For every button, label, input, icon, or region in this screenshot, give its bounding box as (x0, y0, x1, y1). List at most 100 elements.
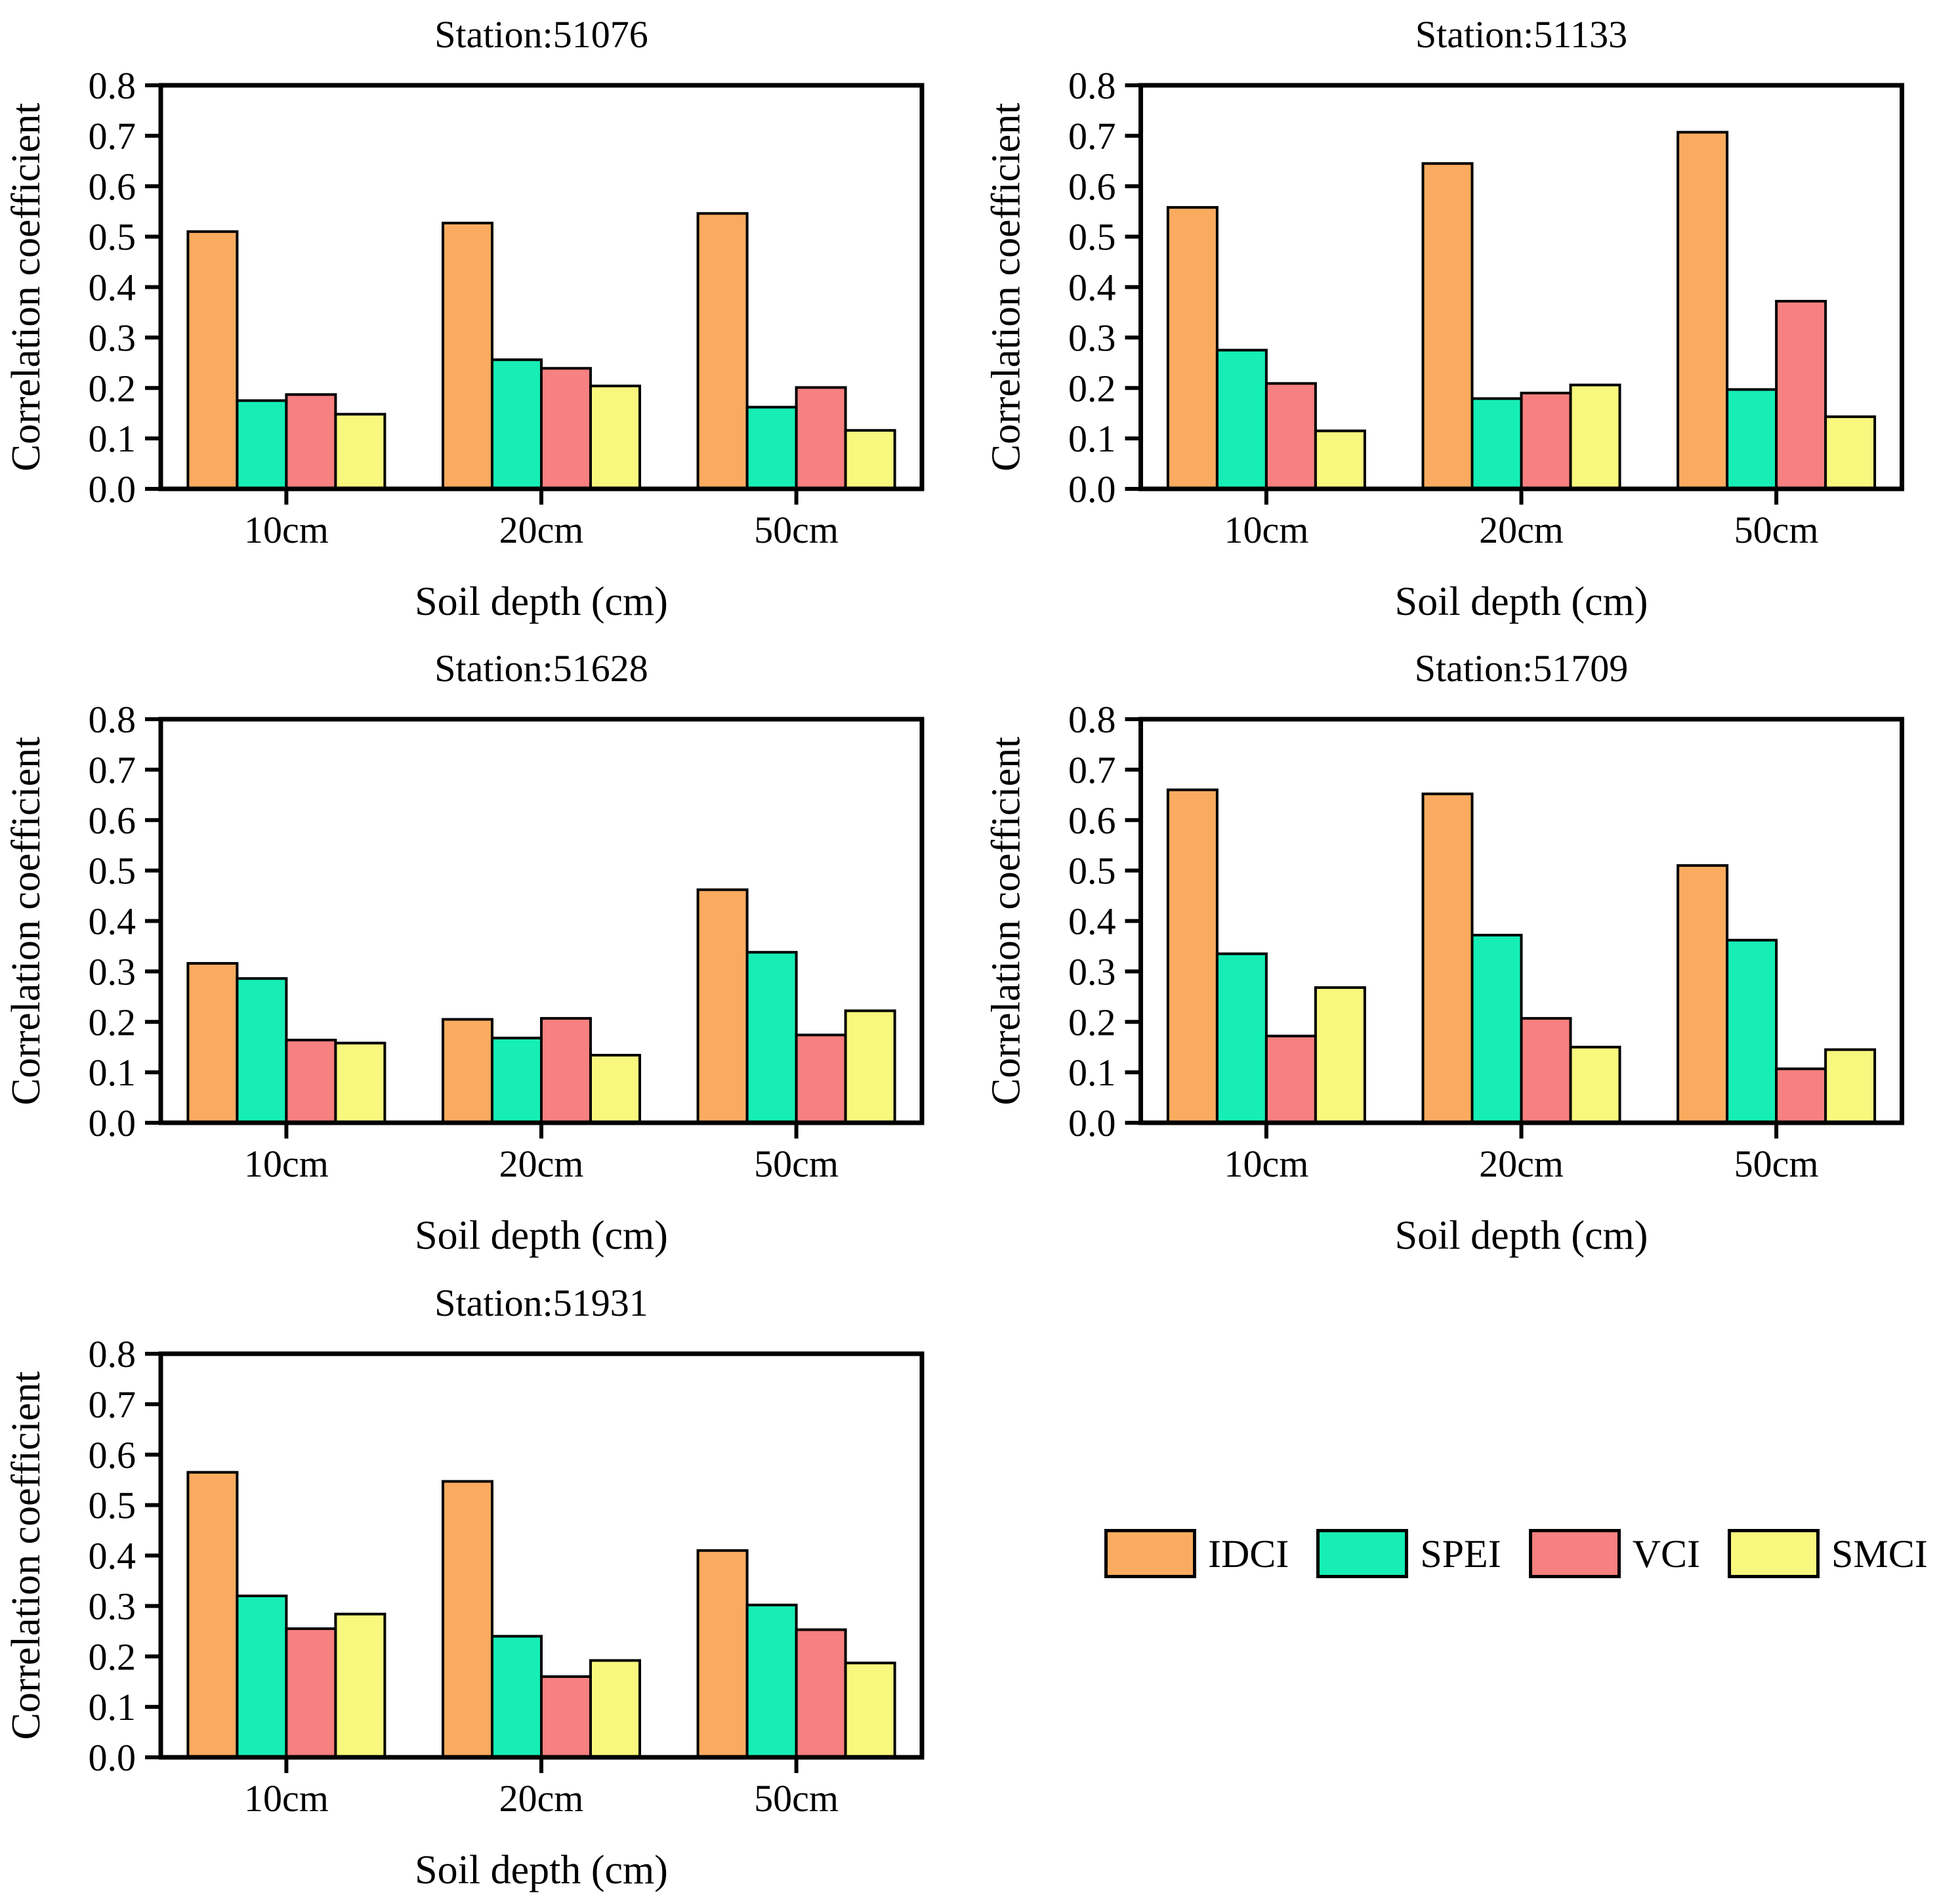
y-tick-label: 0.8 (89, 698, 136, 741)
y-tick-label: 0.6 (89, 165, 136, 208)
bar-spei-10cm (1215, 952, 1268, 1124)
bar-spei-10cm (1215, 348, 1268, 490)
legend-label-spei: SPEI (1420, 1532, 1501, 1576)
y-tick-label: 0.8 (89, 64, 136, 107)
bar-spei-20cm (491, 1036, 543, 1124)
y-tick-label: 0.1 (89, 1051, 136, 1094)
x-axis-label: Soil depth (cm) (1395, 579, 1648, 624)
bar-vci-50cm (1775, 1067, 1827, 1125)
y-tick-label: 0.3 (89, 1585, 136, 1627)
bar-smci-50cm (844, 1662, 896, 1759)
legend-cell: IDCI SPEI VCI SMCI (980, 1268, 1960, 1903)
bar-spei-50cm (745, 951, 798, 1124)
y-tick-label: 0.5 (89, 1484, 136, 1527)
bar-idci-20cm (1421, 792, 1474, 1124)
y-axis-label: Correlation coefficient (984, 737, 1029, 1106)
y-tick-label: 0.7 (1068, 115, 1116, 157)
bar-smci-10cm (334, 1612, 386, 1759)
y-tick-label: 0.4 (89, 900, 136, 943)
bar-idci-50cm (1677, 864, 1729, 1124)
subplot-station-51628: 0.0 0.1 0.2 0.3 0.4 0.5 0.6 0.7 0.8 10cm 20cm 50cm S… (0, 634, 980, 1268)
bar-vci-50cm (795, 1034, 847, 1124)
y-tick-label: 0.2 (89, 1635, 136, 1678)
chart-title: Station:51931 (434, 1282, 648, 1324)
bar-smci-20cm (589, 1053, 641, 1124)
bar-smci-20cm (1569, 383, 1621, 491)
bar-idci-20cm (442, 1480, 493, 1759)
bar-smci-20cm (589, 1659, 641, 1759)
bar-vci-20cm (540, 1675, 592, 1759)
bar-spei-10cm (236, 977, 288, 1125)
x-tick-label: 20cm (1479, 509, 1564, 551)
bar-smci-50cm (1824, 1048, 1877, 1124)
bar-vci-10cm (1264, 382, 1317, 490)
x-tick-label: 50cm (754, 1777, 839, 1820)
bar-spei-20cm (491, 1635, 543, 1759)
plot-frame (158, 1351, 925, 1760)
plot-frame (1138, 717, 1904, 1125)
plot-frame (1138, 83, 1904, 491)
legend-label-smci: SMCI (1831, 1532, 1928, 1576)
bar-idci-50cm (1677, 131, 1729, 490)
legend-entry-idci: IDCI (1104, 1529, 1289, 1578)
legend-entry-spei: SPEI (1316, 1529, 1501, 1578)
bar-chart-station-51709: 0.0 0.1 0.2 0.3 0.4 0.5 0.6 0.7 0.8 10cm 20cm 50cm S… (984, 647, 1904, 1258)
y-tick-label: 0.6 (89, 1434, 136, 1476)
bar-smci-10cm (1314, 986, 1366, 1124)
legend-swatch-smci (1728, 1529, 1820, 1578)
y-tick-label: 0.6 (1068, 799, 1116, 842)
x-tick-label: 50cm (754, 1142, 839, 1185)
legend-entry-vci: VCI (1528, 1529, 1700, 1578)
bar-smci-50cm (844, 429, 896, 491)
y-tick-label: 0.5 (89, 216, 136, 259)
plot-frame (158, 83, 925, 491)
bar-vci-10cm (285, 393, 337, 491)
y-axis-label: Correlation coefficient (4, 103, 49, 472)
y-tick-label: 0.8 (89, 1333, 136, 1375)
bar-idci-20cm (1421, 162, 1474, 490)
x-tick-label: 50cm (1734, 509, 1819, 551)
y-tick-label: 0.4 (1068, 900, 1116, 943)
bar-spei-10cm (236, 399, 288, 490)
bar-spei-50cm (1726, 388, 1778, 491)
bar-spei-20cm (1470, 934, 1523, 1124)
y-tick-label: 0.2 (1068, 367, 1116, 409)
y-tick-label: 0.6 (1068, 165, 1116, 208)
y-tick-label: 0.2 (89, 1001, 136, 1043)
bar-chart-station-51076: 0.0 0.1 0.2 0.3 0.4 0.5 0.6 0.7 0.8 10cm 20cm 50cm S… (4, 13, 925, 624)
bar-vci-50cm (795, 386, 847, 491)
y-tick-label: 0.7 (89, 115, 136, 157)
y-tick-label: 0.0 (1068, 468, 1116, 511)
bar-chart-station-51133: 0.0 0.1 0.2 0.3 0.4 0.5 0.6 0.7 0.8 10cm 20cm 50cm S… (984, 13, 1904, 624)
y-tick-label: 0.4 (89, 1535, 136, 1578)
bar-smci-10cm (334, 1041, 386, 1124)
bar-smci-50cm (1824, 415, 1877, 490)
bar-smci-10cm (334, 413, 386, 490)
y-tick-label: 0.3 (89, 316, 136, 359)
bar-idci-10cm (1166, 788, 1219, 1124)
bar-vci-10cm (285, 1038, 337, 1124)
bar-smci-20cm (1569, 1045, 1621, 1124)
bar-idci-50cm (696, 212, 749, 490)
x-axis-label: Soil depth (cm) (415, 579, 668, 624)
bar-idci-10cm (186, 1471, 239, 1759)
bar-chart-station-51628: 0.0 0.1 0.2 0.3 0.4 0.5 0.6 0.7 0.8 10cm 20cm 50cm S… (4, 647, 925, 1258)
x-tick-label: 10cm (244, 509, 329, 551)
bar-smci-50cm (844, 1009, 896, 1125)
bar-idci-10cm (1166, 206, 1219, 490)
y-axis-label: Correlation coefficient (984, 103, 1029, 472)
y-tick-label: 0.0 (89, 468, 136, 511)
bar-spei-50cm (745, 1603, 798, 1759)
x-tick-label: 10cm (244, 1142, 329, 1185)
y-tick-label: 0.7 (89, 749, 136, 791)
y-tick-label: 0.1 (1068, 1051, 1116, 1094)
y-tick-label: 0.6 (89, 799, 136, 842)
bar-vci-50cm (1775, 300, 1827, 490)
y-tick-label: 0.2 (1068, 1001, 1116, 1043)
x-tick-label: 20cm (1479, 1142, 1564, 1185)
bar-idci-50cm (696, 888, 749, 1124)
y-tick-label: 0.0 (1068, 1102, 1116, 1144)
x-tick-label: 10cm (1224, 1142, 1308, 1185)
y-axis-label: Correlation coefficient (4, 1371, 49, 1740)
